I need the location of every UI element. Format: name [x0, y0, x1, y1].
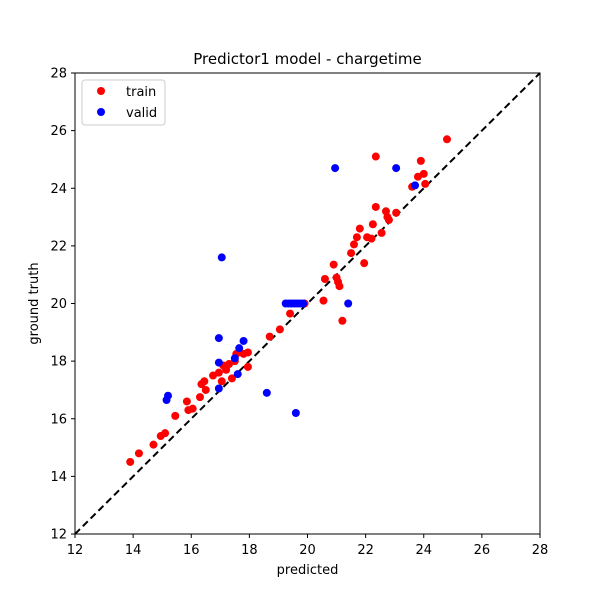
valid-point — [331, 164, 340, 173]
train-point — [347, 249, 356, 258]
x-tick-label: 26 — [474, 543, 491, 558]
y-tick-label: 24 — [50, 182, 67, 197]
train-point — [265, 332, 274, 341]
train-point — [419, 169, 428, 178]
train-point — [286, 309, 295, 318]
train-point — [201, 385, 210, 394]
train-point — [367, 234, 376, 243]
valid-point — [411, 181, 420, 190]
train-point — [161, 429, 170, 438]
x-axis: 12 14 16 18 20 22 24 26 28 — [67, 534, 549, 558]
series-valid — [162, 164, 420, 417]
y-axis: 12 14 16 18 20 22 24 26 28 — [50, 67, 75, 543]
y-tick-label: 18 — [50, 355, 67, 370]
x-tick-label: 28 — [532, 543, 549, 558]
train-point — [275, 325, 284, 334]
train-point — [243, 348, 252, 357]
train-point — [171, 411, 180, 420]
train-point — [368, 220, 377, 229]
y-tick-label: 20 — [50, 297, 67, 312]
x-tick-label: 18 — [241, 543, 258, 558]
y-tick-label: 26 — [50, 124, 67, 139]
valid-point — [392, 164, 401, 173]
x-tick-label: 14 — [125, 543, 142, 558]
train-point — [126, 457, 135, 466]
train-point — [416, 156, 425, 165]
train-point — [371, 202, 380, 211]
chart-title: Predictor1 model - chargetime — [193, 50, 421, 68]
train-point — [243, 362, 252, 371]
train-point — [329, 260, 338, 269]
train-point — [227, 374, 236, 383]
valid-point — [235, 344, 244, 353]
valid-point — [214, 334, 223, 343]
y-tick-label: 16 — [50, 412, 67, 427]
train-point — [182, 397, 191, 406]
y-tick-label: 14 — [50, 470, 67, 485]
valid-point — [291, 408, 300, 417]
train-point — [188, 404, 197, 413]
train-point — [355, 224, 364, 233]
train-point — [371, 152, 380, 161]
train-point — [352, 233, 361, 242]
train-point — [319, 296, 328, 305]
train-point — [384, 215, 393, 224]
train-point — [214, 368, 223, 377]
valid-point — [239, 336, 248, 345]
y-tick-label: 12 — [50, 528, 67, 543]
train-point — [335, 282, 344, 291]
train-point — [200, 377, 209, 386]
valid-point — [262, 388, 271, 397]
train-point — [149, 440, 158, 449]
train-point — [350, 240, 358, 249]
valid-point — [230, 354, 239, 363]
train-point — [195, 393, 204, 402]
valid-point — [214, 384, 223, 393]
legend-label-valid: valid — [126, 106, 157, 121]
train-point — [217, 377, 226, 386]
series-train — [126, 135, 451, 466]
train-point — [421, 179, 430, 188]
train-point — [320, 275, 329, 284]
valid-point — [217, 253, 226, 262]
valid-point — [233, 370, 242, 379]
x-tick-label: 12 — [67, 543, 84, 558]
x-tick-label: 20 — [299, 543, 316, 558]
train-point — [443, 135, 451, 144]
valid-point — [164, 391, 172, 400]
legend-marker-train — [97, 87, 105, 95]
plot-area — [74, 72, 541, 535]
x-tick-label: 16 — [183, 543, 200, 558]
train-point — [360, 259, 369, 268]
x-axis-label: predicted — [277, 563, 339, 578]
legend: train valid — [81, 79, 166, 126]
train-point — [338, 316, 347, 325]
valid-point — [344, 299, 353, 308]
x-tick-label: 22 — [357, 543, 374, 558]
train-point — [134, 449, 143, 458]
legend-label-train: train — [126, 85, 156, 100]
train-point — [377, 228, 386, 237]
identity-reference-line — [74, 72, 541, 535]
valid-point — [214, 358, 223, 367]
train-point — [392, 208, 401, 217]
y-axis-label: ground truth — [27, 262, 42, 344]
y-tick-label: 28 — [50, 67, 67, 82]
valid-point — [299, 299, 308, 308]
legend-marker-valid — [97, 108, 105, 116]
x-tick-label: 24 — [415, 543, 432, 558]
y-tick-label: 22 — [50, 239, 67, 254]
